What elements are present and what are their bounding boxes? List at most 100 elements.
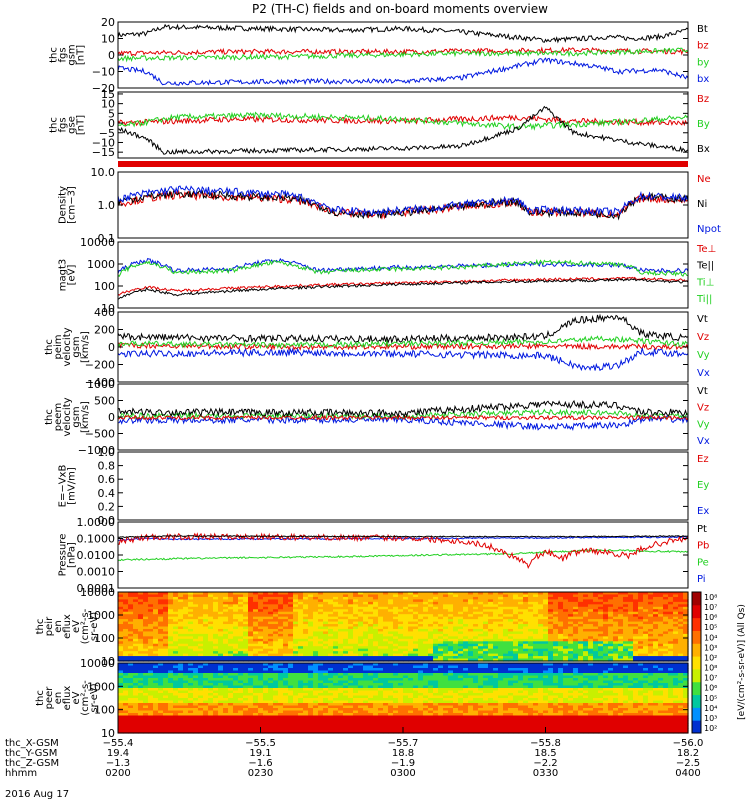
spectrogram-cell (188, 678, 194, 682)
spectrogram-cell (373, 596, 379, 600)
spectrogram-cell (523, 616, 529, 620)
spectrogram-cell (183, 619, 189, 623)
spectrogram-cell (273, 633, 279, 637)
spectrogram-cell (513, 628, 519, 633)
spectrogram-cell (343, 710, 349, 714)
spectrogram-cell (408, 604, 414, 608)
spectrogram-cell (333, 606, 339, 610)
spectrogram-cell (153, 670, 159, 674)
spectrogram-cell (143, 670, 149, 674)
spectrogram-cell (168, 665, 174, 669)
y-tick-label: 10 (101, 655, 115, 668)
spectrogram-cell (588, 609, 594, 613)
spectrogram-cell (123, 725, 129, 729)
spectrogram-cell (373, 728, 379, 732)
spectrogram-cell (533, 631, 539, 635)
spectrogram-cell (478, 606, 484, 610)
spectrogram-cell (203, 673, 209, 677)
spectrogram-cell (228, 710, 234, 714)
spectrogram-cell (268, 728, 274, 732)
spectrogram-cell (318, 665, 324, 669)
spectrogram-cell (643, 599, 649, 603)
spectrogram-cell (573, 609, 579, 613)
spectrogram-cell (628, 621, 634, 625)
spectrogram-cell (268, 700, 274, 704)
spectrogram-cell (493, 616, 499, 620)
spectrogram-cell (368, 720, 374, 724)
spectrogram-cell (273, 713, 279, 717)
spectrogram-cell (393, 665, 399, 669)
spectrogram-cell (473, 606, 479, 610)
spectrogram-cell (118, 713, 124, 717)
spectrogram-cell (393, 648, 399, 652)
spectrogram-cell (293, 695, 299, 699)
spectrogram-cell (278, 631, 284, 635)
spectrogram-cell (513, 619, 519, 623)
spectrogram-cell (268, 723, 274, 727)
legend-entry: Npot (697, 224, 721, 235)
spectrogram-cell (223, 685, 229, 689)
spectrogram-cell (398, 614, 404, 618)
spectrogram-cell (138, 616, 144, 620)
spectrogram-cell (303, 710, 309, 714)
spectrogram-cell (393, 663, 399, 667)
panel-frame (117, 91, 689, 159)
spectrogram-cell (148, 656, 154, 660)
spectrogram-cell (348, 720, 354, 724)
spectrogram-cell (548, 653, 554, 657)
spectrogram-cell (548, 599, 554, 603)
spectrogram-cell (398, 658, 404, 662)
legend-entry: Ti|| (696, 294, 712, 305)
spectrogram-cell (293, 624, 299, 628)
spectrogram-cell (343, 638, 349, 642)
spectrogram-cell (238, 713, 244, 717)
spectrogram-cell (363, 718, 369, 722)
spectrogram-cell (428, 601, 434, 605)
spectrogram-cell (373, 594, 379, 598)
spectrogram-cell (428, 651, 434, 655)
spectrogram-cell (463, 616, 469, 620)
spectrogram-cell (503, 621, 509, 625)
spectrogram-cell (503, 601, 509, 605)
legend-entry: Ey (697, 480, 709, 491)
spectrogram-cell (533, 599, 539, 603)
spectrogram-cell (378, 715, 384, 719)
spectrogram-cell (603, 594, 609, 598)
spectrogram-cell (633, 641, 639, 645)
series-Vz (118, 414, 689, 421)
spectrogram-cell (388, 599, 394, 603)
spectrogram-cell (653, 592, 659, 596)
y-tick-label: 100 (94, 632, 115, 645)
spectrogram-cell (588, 641, 594, 645)
spectrogram-cell (633, 596, 639, 600)
spectrogram-cell (138, 621, 144, 625)
spectrogram-cell (138, 685, 144, 689)
spectrogram-cell (288, 601, 294, 605)
spectrogram-cell (358, 606, 364, 610)
spectrogram-cell (553, 619, 559, 623)
spectrogram-cell (373, 609, 379, 613)
spectrogram-cell (328, 658, 334, 662)
spectrogram-cell (348, 604, 354, 608)
spectrogram-cell (518, 656, 524, 660)
spectrogram-cell (578, 619, 584, 623)
spectrogram-cell (558, 658, 564, 662)
spectrogram-cell (348, 601, 354, 605)
spectrogram-cell (263, 651, 269, 655)
spectrogram-cell (233, 592, 239, 596)
spectrogram-cell (198, 592, 204, 596)
spectrogram-cell (213, 725, 219, 729)
spectrogram-cell (313, 606, 319, 610)
spectrogram-cell (623, 616, 629, 620)
spectrogram-cell (408, 656, 414, 660)
spectrogram-cell (253, 638, 259, 642)
spectrogram-cell (573, 651, 579, 655)
spectrogram-cell (653, 633, 659, 637)
spectrogram-cell (388, 621, 394, 625)
spectrogram-cell (153, 611, 159, 615)
spectrogram-cell (228, 713, 234, 717)
spectrogram-cell (523, 604, 529, 608)
spectrogram-cell (418, 621, 424, 625)
spectrogram-cell (168, 616, 174, 620)
spectrogram-cell (143, 693, 149, 697)
